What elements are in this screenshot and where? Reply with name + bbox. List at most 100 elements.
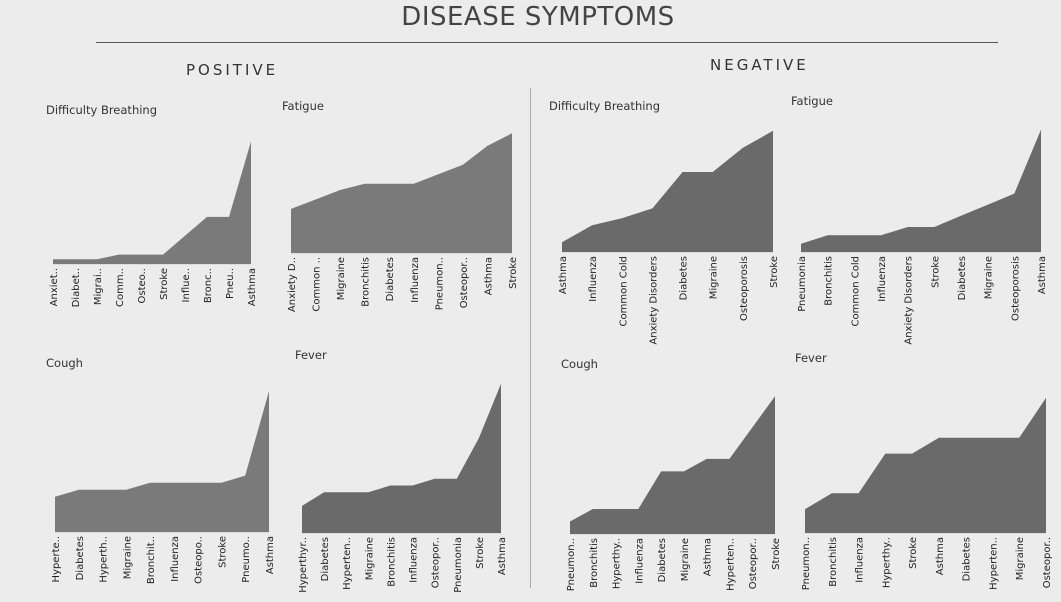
title-divider bbox=[96, 42, 998, 43]
x-tick-label: Diabetes bbox=[75, 536, 86, 580]
x-tick-label: Comm.. bbox=[115, 268, 126, 307]
x-tick-label: Bronc.. bbox=[203, 268, 214, 303]
x-tick-label: Pneumo.. bbox=[241, 536, 252, 583]
x-tick-label: Pneumon.. bbox=[434, 257, 445, 310]
x-tick-label: Anxiety Disorders bbox=[648, 256, 659, 345]
area-series bbox=[53, 141, 251, 264]
chart-pos-cough: Cough Hyperte.. Diabetes Hyperth.. Migraine B… bbox=[46, 356, 276, 584]
x-tick-label: Pneu.. bbox=[225, 268, 236, 299]
x-tick-label: Migraine bbox=[336, 257, 347, 300]
x-tick-label: Stroke bbox=[217, 536, 228, 568]
x-tick-label: Bronchitis bbox=[824, 256, 835, 306]
chart-title: Difficulty Breathing bbox=[46, 103, 157, 117]
section-label-negative: NEGATIVE bbox=[710, 56, 809, 74]
x-tick-label: Bronchit.. bbox=[146, 536, 157, 584]
chart-pos-fatigue: Fatigue Anxiety D.. Common .. Migraine Bronc… bbox=[282, 99, 519, 312]
x-tick-label: Influenza bbox=[409, 537, 420, 583]
x-tick-label: Migraine bbox=[1015, 537, 1026, 580]
x-tick-label: Asthma bbox=[703, 538, 714, 576]
chart-title: Fever bbox=[795, 351, 827, 365]
x-tick-label: Influenza bbox=[410, 257, 421, 303]
x-tick-label: Osteopor.. bbox=[431, 537, 442, 588]
x-tick-label: Common .. bbox=[312, 257, 323, 312]
page-title: DISEASE SYMPTOMS bbox=[401, 2, 675, 32]
x-tick-label: Migraine bbox=[364, 537, 375, 580]
x-tick-label: Hyperten.. bbox=[725, 538, 736, 591]
x-tick-label: Asthma bbox=[497, 537, 508, 575]
section-divider bbox=[530, 88, 531, 588]
x-tick-label: Stroke bbox=[508, 257, 519, 289]
chart-neg-fatigue: Fatigue Pneumonia Bronchitis Common Cold Inf… bbox=[791, 94, 1048, 345]
x-tick-label: Stroke bbox=[159, 268, 170, 300]
x-tick-label: Diabetes bbox=[385, 257, 396, 301]
chart-title: Cough bbox=[561, 357, 598, 371]
x-tick-label: Pneumon.. bbox=[801, 537, 812, 590]
x-tick-label: Bronchitis bbox=[828, 537, 839, 587]
x-tick-label: Osteopor.. bbox=[748, 538, 759, 589]
chart-title: Cough bbox=[46, 356, 83, 370]
x-tick-label: Influenza bbox=[634, 538, 645, 584]
x-tick-label: Stroke bbox=[930, 256, 941, 288]
x-tick-label: Stroke bbox=[475, 537, 486, 569]
x-tick-label: Osteo.. bbox=[137, 268, 148, 303]
chart-neg-cough: Cough Pneumon.. Bronchitis Hyperthy.. Influe… bbox=[561, 357, 782, 591]
x-tick-label: Stroke bbox=[908, 537, 919, 569]
section-label-positive: POSITIVE bbox=[186, 61, 279, 79]
x-tick-label: Migrai.. bbox=[93, 268, 104, 305]
x-tick-label: Migraine bbox=[709, 256, 720, 299]
x-tick-label: Diabet.. bbox=[71, 268, 82, 307]
area-series bbox=[570, 396, 775, 534]
x-tick-label: Asthma bbox=[1037, 256, 1048, 294]
x-tick-label: Influenza bbox=[855, 537, 866, 583]
x-tick-label: Diabetes bbox=[957, 256, 968, 300]
x-tick-label: Anxiety D.. bbox=[287, 257, 298, 312]
chart-title: Fatigue bbox=[282, 99, 324, 113]
area-series bbox=[562, 130, 773, 252]
x-tick-label: Influenza bbox=[170, 536, 181, 582]
x-tick-label: Diabetes bbox=[657, 538, 668, 582]
x-tick-label: Bronchitis bbox=[361, 257, 372, 307]
area-series bbox=[801, 129, 1041, 252]
x-tick-label: Influenza bbox=[588, 256, 599, 302]
area-series bbox=[805, 397, 1046, 533]
x-tick-label: Asthma bbox=[935, 537, 946, 575]
area-series bbox=[291, 133, 512, 253]
area-series bbox=[55, 391, 269, 532]
x-tick-label: Anxiety Disorders bbox=[904, 256, 915, 345]
chart-neg-difficulty-breathing: Difficulty Breathing Asthma Influenza Commo… bbox=[549, 99, 780, 345]
x-tick-label: Hyperthy.. bbox=[881, 537, 892, 588]
x-tick-label: Influenza bbox=[877, 256, 888, 302]
x-tick-label: Stroke bbox=[771, 538, 782, 570]
area-series bbox=[302, 383, 501, 533]
x-tick-label: Diabetes bbox=[962, 537, 973, 581]
x-tick-label: Common Cold bbox=[618, 256, 629, 326]
x-tick-label: Osteoporosis bbox=[739, 256, 750, 321]
x-tick-label: Pneumonia bbox=[797, 256, 808, 312]
x-tick-label: Pneumonia bbox=[453, 537, 464, 593]
x-tick-label: Hyperthyr.. bbox=[298, 537, 309, 593]
x-tick-label: Hyperthy.. bbox=[612, 538, 623, 589]
x-tick-label: Osteopor.. bbox=[1042, 537, 1053, 588]
x-tick-label: Migraine bbox=[680, 538, 691, 581]
x-tick-label: Bronchitis bbox=[386, 537, 397, 587]
x-tick-label: Diabetes bbox=[320, 537, 331, 581]
x-tick-label: Hyperte.. bbox=[51, 536, 62, 582]
chart-title: Difficulty Breathing bbox=[549, 99, 660, 113]
x-tick-label: Pneumon.. bbox=[566, 538, 577, 591]
x-tick-label: Hyperth.. bbox=[99, 536, 110, 583]
chart-title: Fatigue bbox=[791, 94, 833, 108]
x-tick-label: Common Cold bbox=[850, 256, 861, 326]
x-tick-label: Migraine bbox=[122, 536, 133, 579]
chart-title: Fever bbox=[295, 348, 327, 362]
x-tick-label: Influe.. bbox=[181, 268, 192, 302]
x-tick-label: Bronchitis bbox=[589, 538, 600, 588]
x-tick-label: Asthma bbox=[483, 257, 494, 295]
x-tick-label: Asthma bbox=[247, 268, 258, 306]
x-tick-label: Osteopo.. bbox=[194, 536, 205, 584]
x-tick-label: Migraine bbox=[984, 256, 995, 299]
x-tick-label: Asthma bbox=[265, 536, 276, 574]
x-tick-label: Diabetes bbox=[679, 256, 690, 300]
chart-neg-fever: Fever Pneumon.. Bronchitis Influenza Hyperth… bbox=[795, 351, 1053, 590]
x-tick-label: Stroke bbox=[769, 256, 780, 288]
x-tick-label: Hyperten.. bbox=[988, 537, 999, 590]
